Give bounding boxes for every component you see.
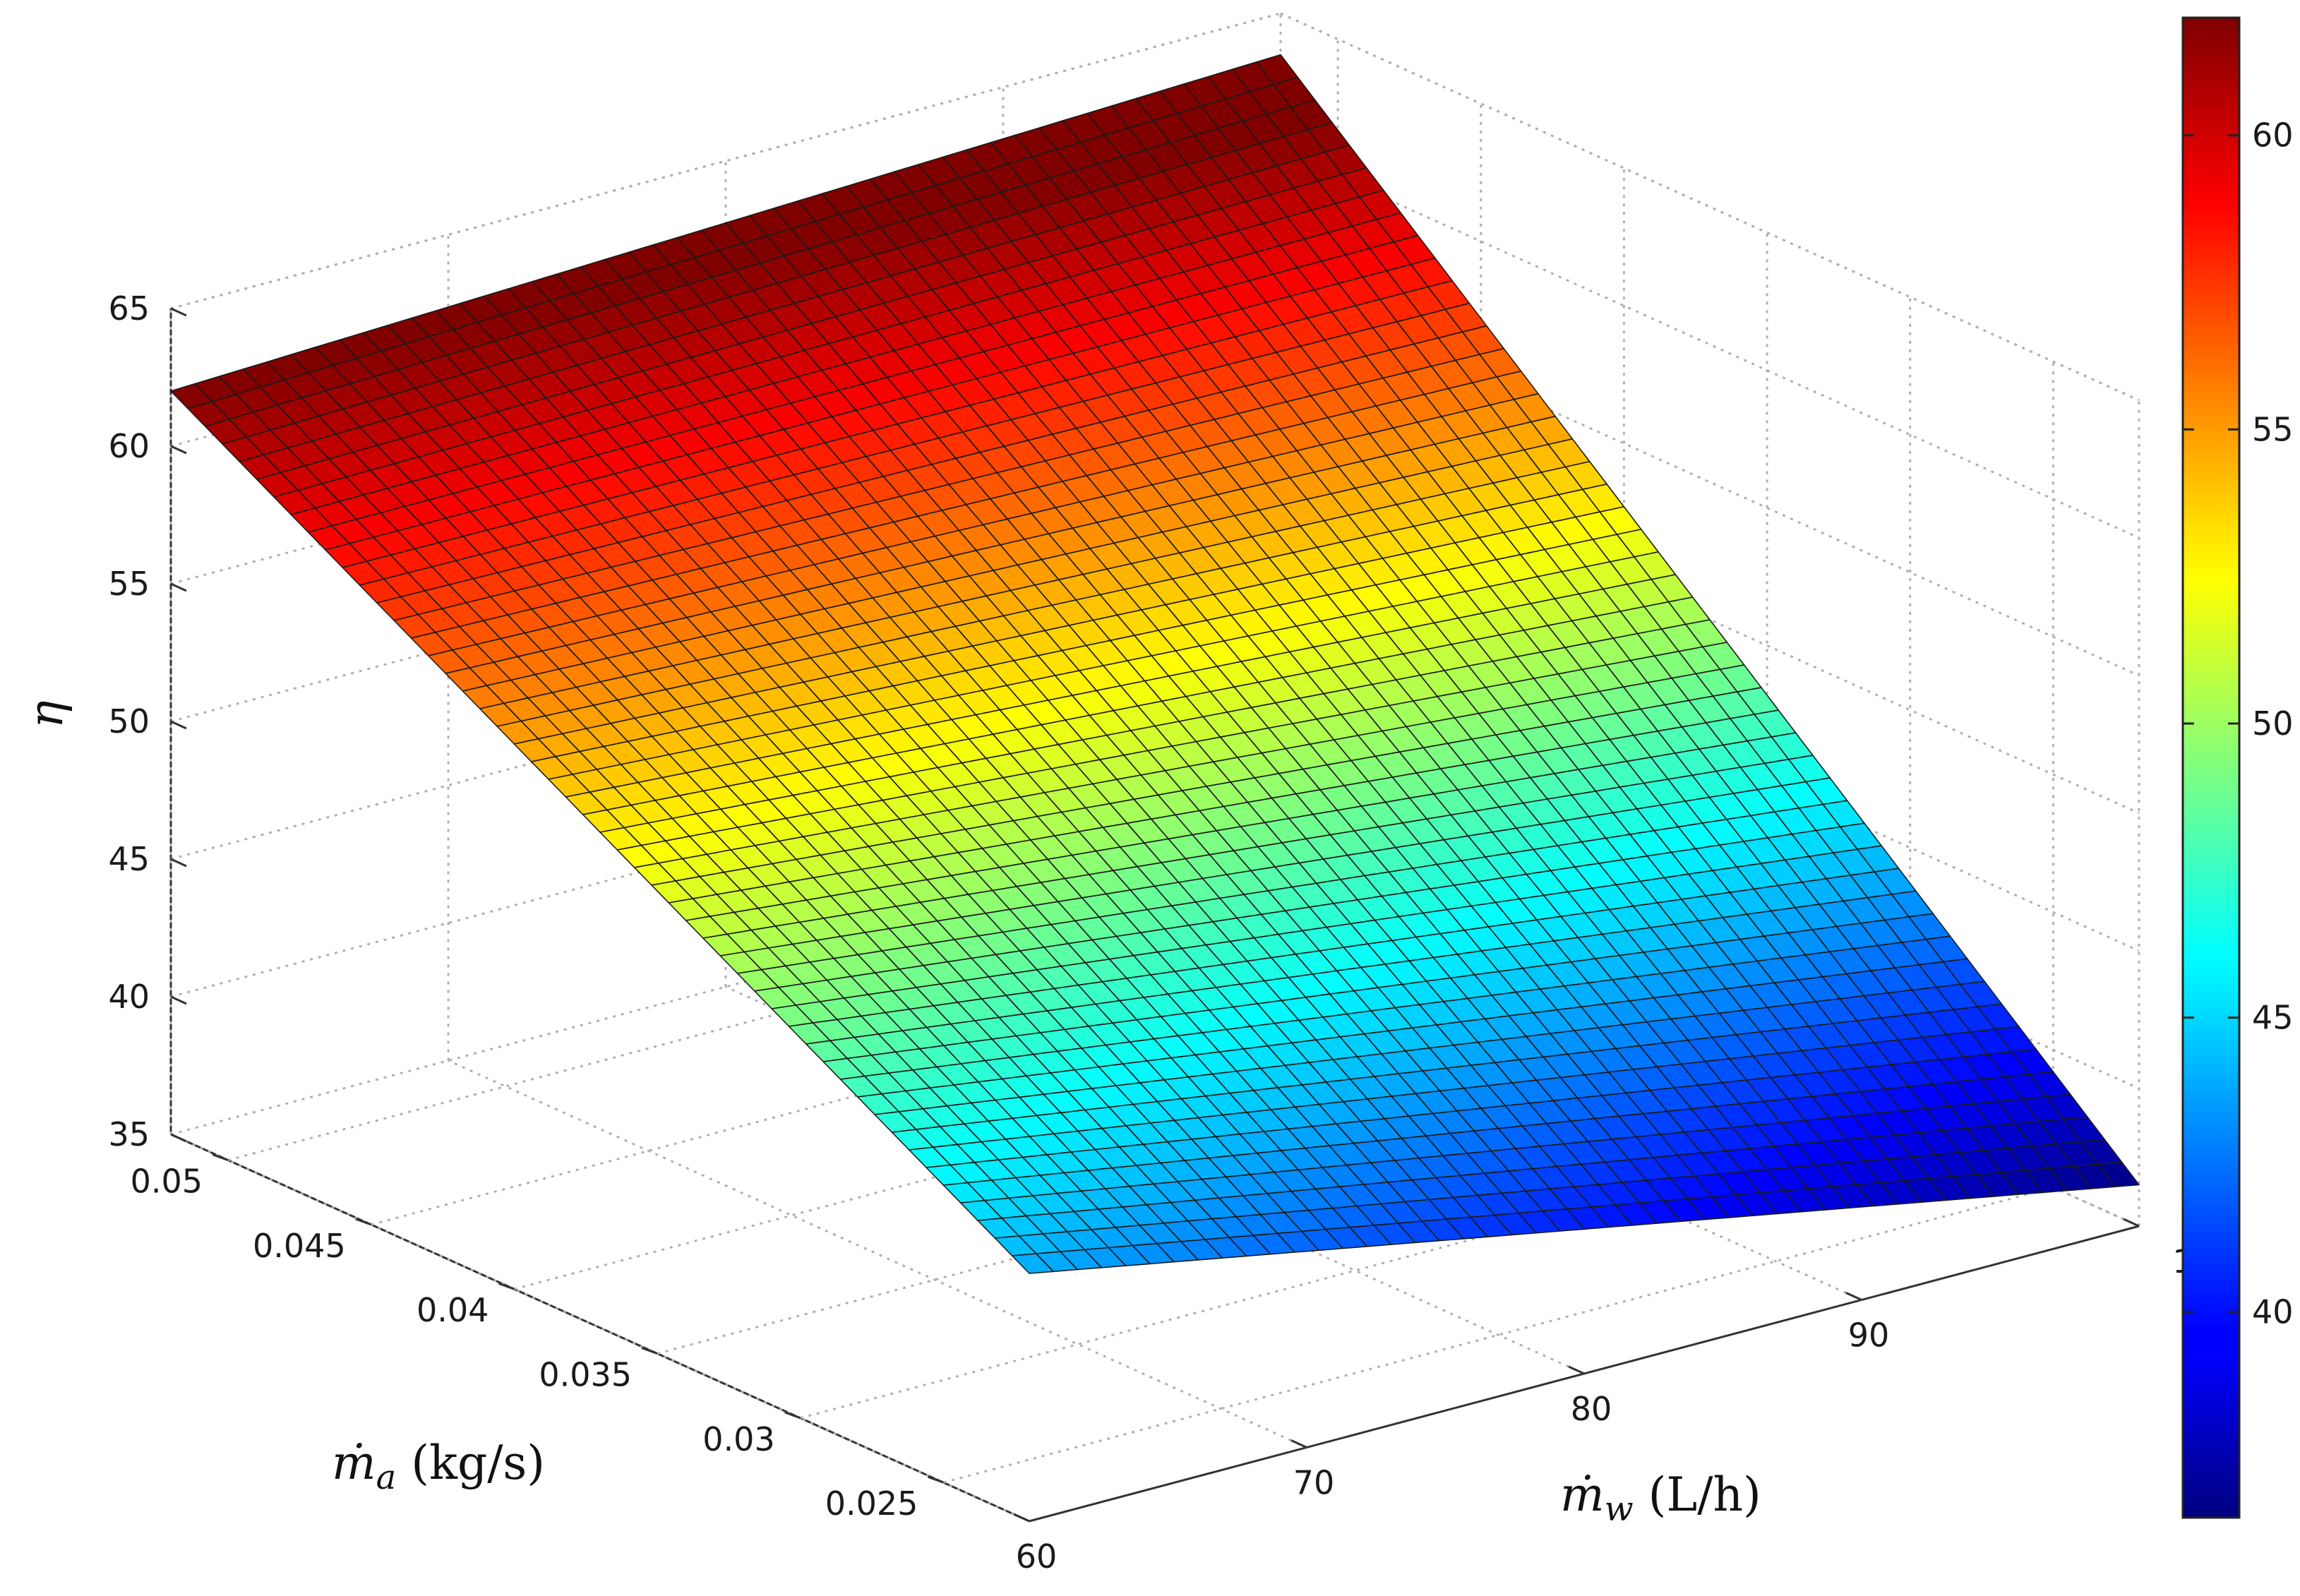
y-tick-label: 0.035 <box>539 1356 632 1394</box>
z-tick-label: 35 <box>108 1115 150 1153</box>
y-tick-mark <box>498 1282 515 1290</box>
y-tick-label: 0.045 <box>253 1227 346 1265</box>
x-tick-label: 80 <box>1571 1390 1612 1428</box>
x-tick-mark <box>1013 1513 1030 1523</box>
y-tick-mark <box>927 1475 944 1484</box>
colorbar-tick-label: 60 <box>2252 116 2294 155</box>
surface-cell <box>2097 1161 2140 1187</box>
x-tick-mark <box>1568 1365 1585 1375</box>
colorbar-tick-label: 45 <box>2252 999 2294 1037</box>
x-tick-mark <box>1290 1439 1307 1448</box>
colorbar-tick-label: 40 <box>2252 1292 2294 1331</box>
z-tick-mark <box>170 720 187 730</box>
axis-edge <box>170 1133 1030 1523</box>
z-axis-label: η <box>19 700 73 728</box>
x-tick-label: 70 <box>1293 1464 1335 1502</box>
z-tick-mark <box>170 995 187 1005</box>
y-tick-label: 0.05 <box>131 1163 203 1201</box>
z-tick-label: 65 <box>108 289 150 328</box>
colorbar: 40 45 50 55 60 <box>2181 16 2294 1519</box>
z-tick-mark <box>170 1133 187 1143</box>
y-tick-label: 0.03 <box>702 1420 774 1458</box>
x-tick-label: 90 <box>1848 1316 1890 1355</box>
y-tick-mark <box>355 1218 372 1226</box>
z-tick-mark <box>170 445 187 455</box>
z-tick-label: 40 <box>108 978 150 1016</box>
z-tick-label: 55 <box>108 565 150 603</box>
x-tick-mark <box>1845 1292 1862 1301</box>
y-tick-mark <box>784 1411 801 1420</box>
colorbar-tick-label: 55 <box>2252 410 2294 448</box>
y-tick-label: 0.04 <box>417 1291 489 1329</box>
x-axis-ticks: 607080901 <box>1013 1218 2193 1576</box>
z-tick-mark <box>170 858 187 868</box>
y-axis-ticks: 0.025 0.03 0.035 0.04 0.045 0.05 <box>131 1153 944 1523</box>
y-tick-mark <box>212 1153 229 1161</box>
x-tick-mark <box>2123 1218 2140 1228</box>
colorbar-tick-label: 50 <box>2252 704 2294 743</box>
z-tick-label: 60 <box>108 427 150 465</box>
z-tick-mark <box>170 582 187 592</box>
x-axis-label: ṁw (L/h) <box>1560 1468 1761 1529</box>
colorbar-gradient <box>2181 16 2241 1519</box>
z-tick-label: 45 <box>108 840 150 878</box>
y-tick-label: 0.025 <box>825 1484 918 1523</box>
y-tick-mark <box>641 1347 658 1355</box>
y-axis-label: ṁa (kg/s) <box>332 1436 545 1497</box>
z-axis-ticks: 35 40 45 50 55 60 65 <box>108 289 187 1153</box>
colorbar-ticks: 40 45 50 55 60 <box>2183 116 2294 1331</box>
z-tick-label: 50 <box>108 702 150 740</box>
surface-mesh <box>170 54 2140 1274</box>
z-tick-mark <box>170 307 187 317</box>
x-tick-label: 60 <box>1016 1537 1058 1576</box>
